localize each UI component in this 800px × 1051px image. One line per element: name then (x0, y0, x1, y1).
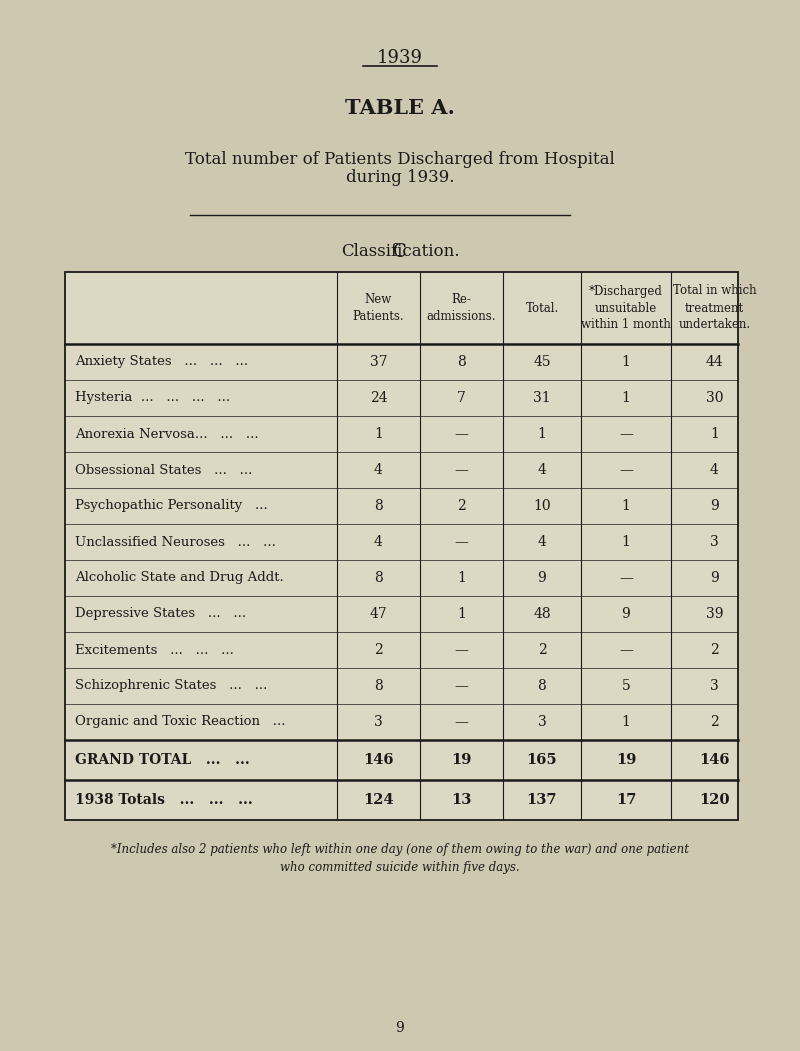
Text: 9: 9 (710, 499, 719, 513)
Text: during 1939.: during 1939. (346, 169, 454, 186)
Text: 2: 2 (538, 643, 546, 657)
Text: 30: 30 (706, 391, 723, 405)
Text: 124: 124 (363, 794, 394, 807)
Text: 24: 24 (370, 391, 387, 405)
Text: 3: 3 (538, 715, 546, 729)
Text: 1: 1 (622, 499, 630, 513)
Text: 8: 8 (374, 679, 383, 693)
Text: 17: 17 (616, 794, 636, 807)
Text: 3: 3 (374, 715, 383, 729)
Text: 4: 4 (374, 535, 383, 549)
Text: New
Patients.: New Patients. (353, 293, 404, 323)
Text: —: — (454, 427, 469, 441)
Text: —: — (454, 535, 469, 549)
Text: 2: 2 (374, 643, 383, 657)
Text: 1: 1 (622, 355, 630, 369)
Text: 19: 19 (616, 753, 636, 767)
Text: 44: 44 (706, 355, 723, 369)
Text: 137: 137 (526, 794, 558, 807)
Text: Anorexia Nervosa...   ...   ...: Anorexia Nervosa... ... ... (75, 428, 258, 440)
Text: 47: 47 (370, 607, 387, 621)
Text: 1: 1 (374, 427, 383, 441)
Text: who committed suicide within five days.: who committed suicide within five days. (280, 861, 520, 873)
Text: —: — (619, 643, 633, 657)
Text: Total.: Total. (526, 302, 558, 314)
Text: Schizophrenic States   ...   ...: Schizophrenic States ... ... (75, 680, 267, 693)
Text: —: — (619, 427, 633, 441)
Text: 8: 8 (457, 355, 466, 369)
Text: 2: 2 (710, 643, 719, 657)
Text: 146: 146 (363, 753, 394, 767)
Text: 1938 Totals   ...   ...   ...: 1938 Totals ... ... ... (75, 794, 253, 807)
Text: 146: 146 (699, 753, 730, 767)
Text: Organic and Toxic Reaction   ...: Organic and Toxic Reaction ... (75, 716, 286, 728)
Text: —: — (454, 643, 469, 657)
Text: 120: 120 (699, 794, 730, 807)
Bar (65, 272, 738, 820)
Text: *Includes also 2 patients who left within one day (one of them owing to the war): *Includes also 2 patients who left withi… (111, 844, 689, 857)
Text: GRAND TOTAL   ...   ...: GRAND TOTAL ... ... (75, 753, 250, 767)
Text: 1: 1 (622, 715, 630, 729)
Text: Excitements   ...   ...   ...: Excitements ... ... ... (75, 643, 234, 657)
Text: 1: 1 (538, 427, 546, 441)
Text: 4: 4 (538, 463, 546, 477)
Text: 5: 5 (622, 679, 630, 693)
Text: 45: 45 (533, 355, 551, 369)
Text: Obsessional States   ...   ...: Obsessional States ... ... (75, 463, 252, 476)
Text: 1: 1 (622, 535, 630, 549)
Text: 10: 10 (533, 499, 551, 513)
Text: —: — (454, 715, 469, 729)
Text: 19: 19 (451, 753, 472, 767)
Text: 13: 13 (451, 794, 472, 807)
Text: 9: 9 (622, 607, 630, 621)
Text: —: — (619, 463, 633, 477)
Text: Psychopathic Personality   ...: Psychopathic Personality ... (75, 499, 268, 513)
Text: Classification.: Classification. (341, 244, 459, 261)
Text: —: — (454, 463, 469, 477)
Text: 9: 9 (396, 1021, 404, 1035)
Text: Anxiety States   ...   ...   ...: Anxiety States ... ... ... (75, 355, 248, 369)
Text: Unclassified Neuroses   ...   ...: Unclassified Neuroses ... ... (75, 536, 276, 549)
Text: 3: 3 (710, 679, 719, 693)
Text: 39: 39 (706, 607, 723, 621)
Text: 1: 1 (457, 571, 466, 585)
Text: 1: 1 (710, 427, 719, 441)
Text: Depressive States   ...   ...: Depressive States ... ... (75, 607, 246, 620)
Text: 2: 2 (457, 499, 466, 513)
Text: 4: 4 (374, 463, 383, 477)
Text: 2: 2 (710, 715, 719, 729)
Text: 1939: 1939 (377, 49, 423, 67)
Text: 48: 48 (533, 607, 551, 621)
Text: 7: 7 (457, 391, 466, 405)
Text: 4: 4 (710, 463, 719, 477)
Text: 9: 9 (538, 571, 546, 585)
Text: Alcoholic State and Drug Addt.: Alcoholic State and Drug Addt. (75, 572, 284, 584)
Text: —: — (619, 571, 633, 585)
Text: Total in which
treatment
undertaken.: Total in which treatment undertaken. (673, 285, 756, 331)
Text: 31: 31 (533, 391, 551, 405)
Text: 165: 165 (526, 753, 558, 767)
Text: *Discharged
unsuitable
within 1 month: *Discharged unsuitable within 1 month (581, 285, 671, 331)
Text: 1: 1 (457, 607, 466, 621)
Text: 3: 3 (710, 535, 719, 549)
Text: 4: 4 (538, 535, 546, 549)
Text: C: C (393, 243, 407, 261)
Text: 8: 8 (538, 679, 546, 693)
Text: Hysteria  ...   ...   ...   ...: Hysteria ... ... ... ... (75, 392, 230, 405)
Text: TABLE A.: TABLE A. (345, 98, 455, 118)
Text: 8: 8 (374, 571, 383, 585)
Text: 9: 9 (710, 571, 719, 585)
Text: Re-
admissions.: Re- admissions. (426, 293, 496, 323)
Text: Total number of Patients Discharged from Hospital: Total number of Patients Discharged from… (185, 151, 615, 168)
Text: —: — (454, 679, 469, 693)
Text: 37: 37 (370, 355, 387, 369)
Text: 8: 8 (374, 499, 383, 513)
Text: 1: 1 (622, 391, 630, 405)
